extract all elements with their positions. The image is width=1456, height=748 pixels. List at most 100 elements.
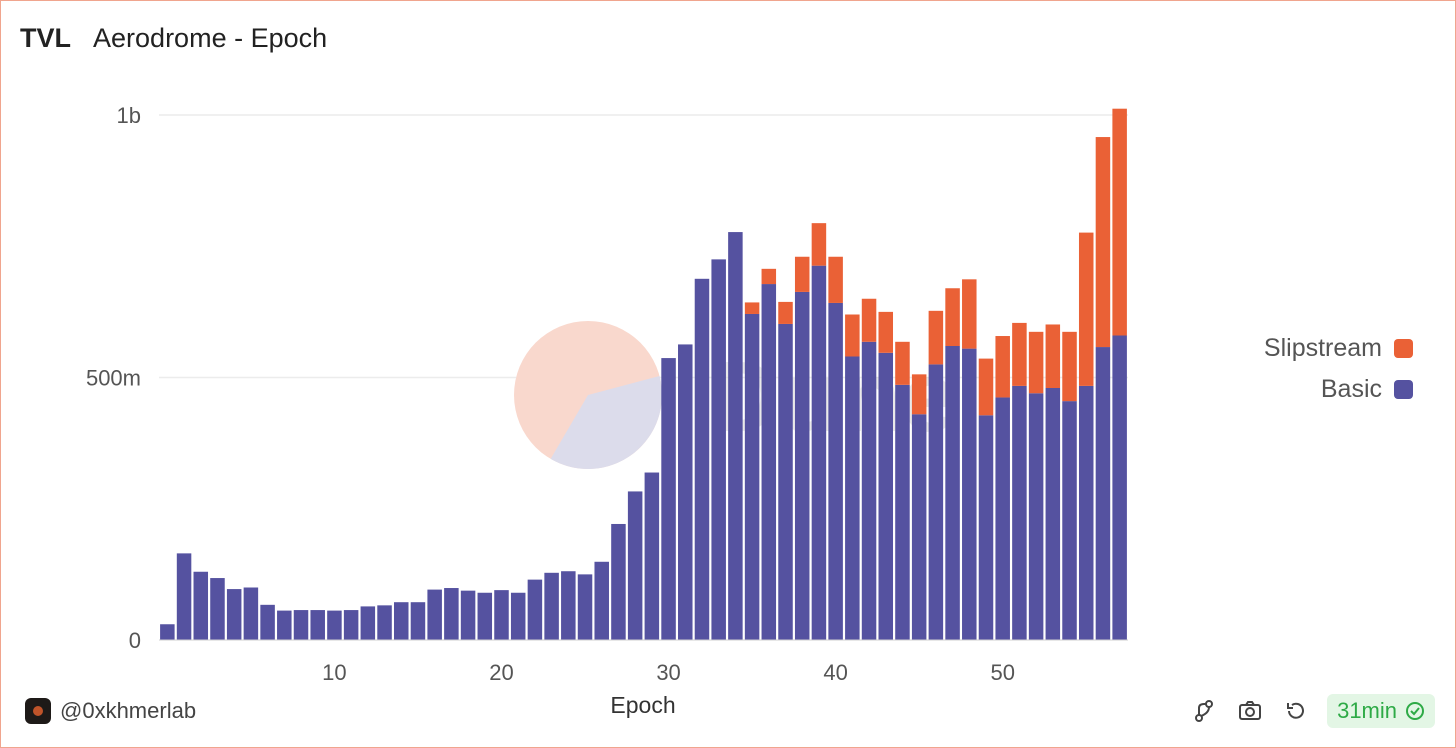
bar-basic: [1028, 393, 1044, 640]
bar-basic: [427, 589, 442, 640]
bar-slipstream: [995, 336, 1010, 398]
refresh-status-badge[interactable]: 31min: [1327, 694, 1435, 728]
bar-basic: [544, 572, 559, 640]
bar-basic: [377, 605, 392, 640]
bar-basic: [744, 313, 760, 640]
bar-basic: [410, 602, 426, 640]
bar-slipstream: [1078, 232, 1094, 386]
bar-basic: [210, 578, 225, 640]
chart-actions: 31min: [1171, 694, 1435, 728]
bar-basic: [277, 610, 292, 640]
x-axis-title: Epoch: [610, 692, 675, 718]
author-handle: @0xkhmerlab: [60, 698, 197, 723]
legend-label-basic: Basic: [1320, 375, 1382, 403]
bar-basic: [1078, 385, 1094, 640]
bar-basic: [644, 472, 660, 640]
chart-title: Aerodrome - Epoch: [93, 23, 328, 53]
watermark-wedge: [550, 375, 662, 469]
bar-slipstream: [878, 311, 894, 353]
bar-basic: [477, 592, 493, 640]
bar-slipstream: [1028, 331, 1044, 394]
x-axis: 10 20 30 40 50 Epoch: [159, 639, 1128, 718]
x-tick-label: 40: [823, 660, 847, 685]
author[interactable]: @0xkhmerlab: [25, 698, 196, 724]
bar-slipstream: [761, 268, 777, 285]
legend-item-slipstream[interactable]: Slipstream: [1264, 328, 1413, 369]
bar-basic: [978, 415, 994, 640]
camera-icon[interactable]: [1237, 698, 1263, 724]
bar-basic: [611, 523, 626, 640]
bar-slipstream: [945, 288, 960, 346]
bar-basic: [160, 624, 175, 640]
bar-basic: [1062, 401, 1077, 640]
legend: Slipstream Basic: [1264, 328, 1413, 410]
bar-slipstream: [861, 298, 877, 342]
bar-basic: [260, 604, 275, 640]
bar-basic: [911, 414, 927, 640]
legend-label-slipstream: Slipstream: [1263, 334, 1382, 362]
bar-basic: [1095, 347, 1111, 640]
bar-basic: [678, 344, 693, 640]
legend-swatch-basic: [1394, 380, 1413, 399]
bar-basic: [393, 602, 409, 640]
bar-slipstream: [1062, 331, 1077, 402]
bar-basic: [895, 384, 910, 640]
bars: [160, 108, 1127, 640]
x-tick-label: 20: [489, 660, 513, 685]
bar-basic: [794, 291, 810, 640]
bar-slipstream: [828, 256, 843, 303]
bar-basic: [1112, 335, 1127, 640]
bar-basic: [728, 232, 743, 640]
bar-basic: [561, 571, 576, 640]
y-tick-label: 0: [129, 628, 141, 653]
bar-basic: [594, 561, 609, 640]
bar-basic: [995, 397, 1010, 640]
bar-slipstream: [744, 302, 760, 314]
x-tick-label: 30: [656, 660, 680, 685]
bar-basic: [360, 606, 376, 640]
bar-basic: [828, 302, 843, 640]
bar-basic: [510, 592, 526, 640]
bar-basic: [761, 284, 777, 640]
check-circle-icon: [1406, 702, 1424, 720]
bar-basic: [293, 610, 309, 640]
bar-slipstream: [1095, 137, 1111, 348]
bar-basic: [343, 610, 359, 640]
bar-basic: [627, 491, 643, 640]
bar-slipstream: [978, 358, 994, 416]
refresh-age: 31min: [1337, 698, 1397, 723]
bar-slipstream: [928, 310, 944, 365]
y-tick-label: 500m: [86, 366, 141, 391]
fork-icon[interactable]: [1191, 698, 1217, 724]
bar-basic: [661, 358, 676, 640]
bar-basic: [527, 579, 543, 640]
bar-basic: [811, 265, 827, 640]
legend-item-basic[interactable]: Basic: [1264, 369, 1413, 410]
bar-basic: [1045, 388, 1061, 640]
y-axis: 0 500m 1b: [86, 103, 141, 653]
bar-basic: [243, 587, 259, 640]
legend-swatch-slipstream: [1394, 339, 1413, 358]
refresh-icon[interactable]: [1283, 698, 1309, 724]
chart-metric-title: TVL: [20, 23, 71, 53]
avatar: [25, 698, 51, 724]
bar-basic: [861, 341, 877, 640]
bar-basic: [711, 259, 726, 640]
bar-basic: [878, 352, 894, 640]
bar-slipstream: [1012, 322, 1027, 386]
bar-slipstream: [778, 301, 793, 324]
bar-basic: [494, 590, 509, 640]
bar-slipstream: [962, 279, 977, 349]
bar-slipstream: [845, 314, 860, 357]
bar-basic: [460, 590, 476, 640]
bar-slipstream: [911, 374, 927, 415]
bar-basic: [310, 610, 325, 640]
bar-slipstream: [895, 341, 910, 385]
bar-slipstream: [1045, 324, 1061, 388]
gridlines: [159, 114, 1128, 379]
bar-slipstream: [794, 256, 810, 292]
bar-basic: [176, 553, 192, 640]
bar-basic: [694, 278, 710, 640]
